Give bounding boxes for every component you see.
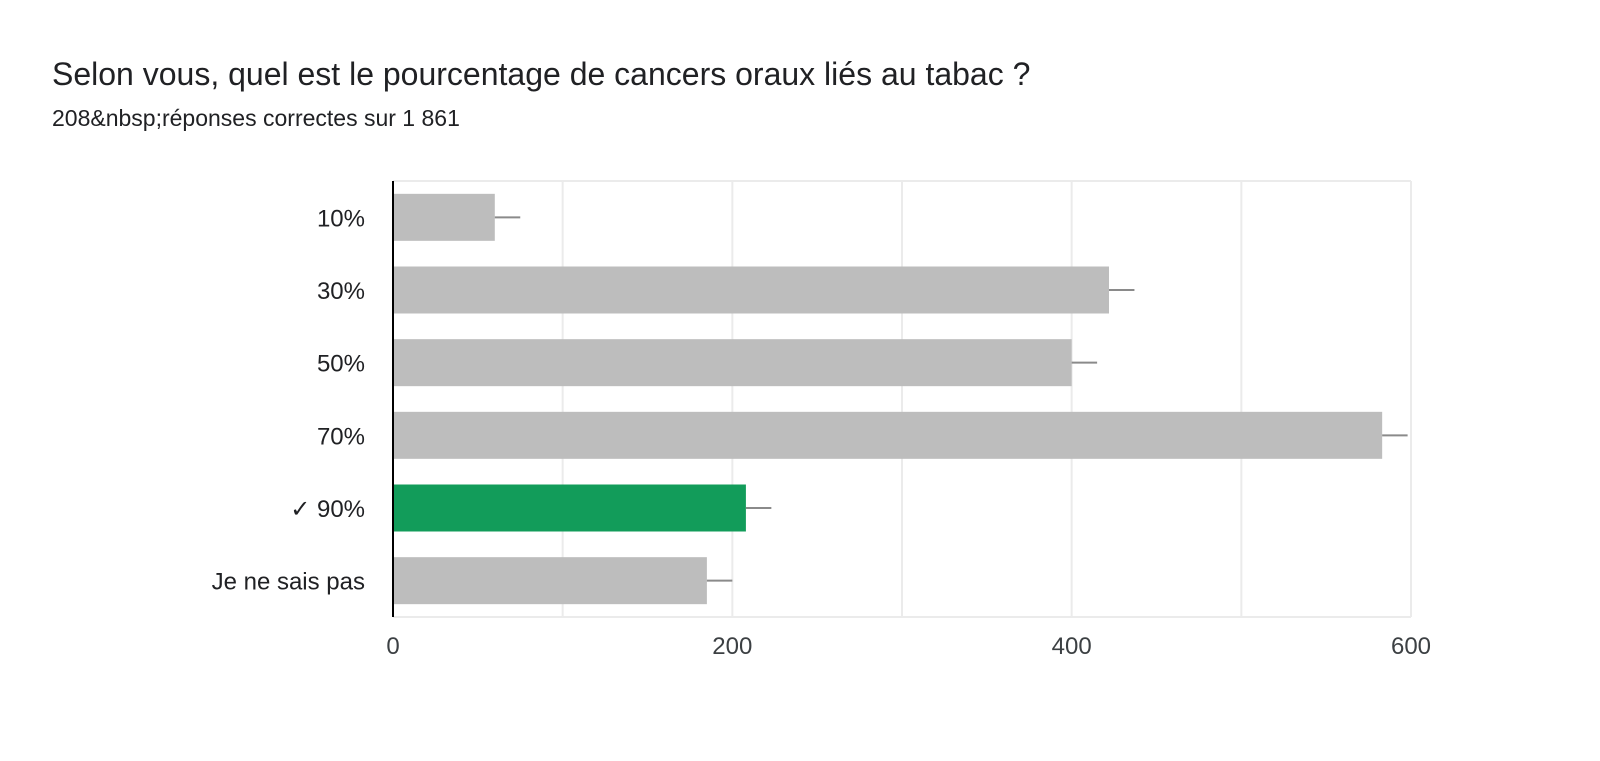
category-labels: 10% 30% 50% 70% ✓ 90% Je ne sais pas [212, 205, 365, 595]
chart-title: Selon vous, quel est le pourcentage de c… [52, 56, 1031, 92]
chart-header: Selon vous, quel est le pourcentage de c… [52, 52, 1560, 134]
bar [393, 266, 1109, 314]
category-label: 30% [317, 278, 365, 305]
x-tick-label: 600 [1391, 633, 1431, 660]
bar [393, 411, 1383, 459]
bars-layer [392, 181, 1408, 617]
bar [393, 339, 1072, 387]
x-tick-label: 200 [712, 633, 752, 660]
chart-subtitle: 208&nbsp;réponses correctes sur 1 861 [52, 105, 460, 131]
bar [393, 557, 707, 605]
x-tick-label: 400 [1052, 633, 1092, 660]
grid-layer [393, 180, 1412, 618]
category-label: 70% [317, 423, 365, 450]
category-label: ✓ 90% [290, 496, 365, 523]
bar [393, 193, 495, 241]
category-label: 10% [317, 205, 365, 232]
category-label: 50% [317, 351, 365, 378]
x-axis-ticks: 0 200 400 600 [386, 633, 1431, 660]
x-tick-label: 0 [386, 633, 399, 660]
bar-correct [393, 484, 746, 532]
category-label: Je ne sais pas [212, 569, 365, 596]
